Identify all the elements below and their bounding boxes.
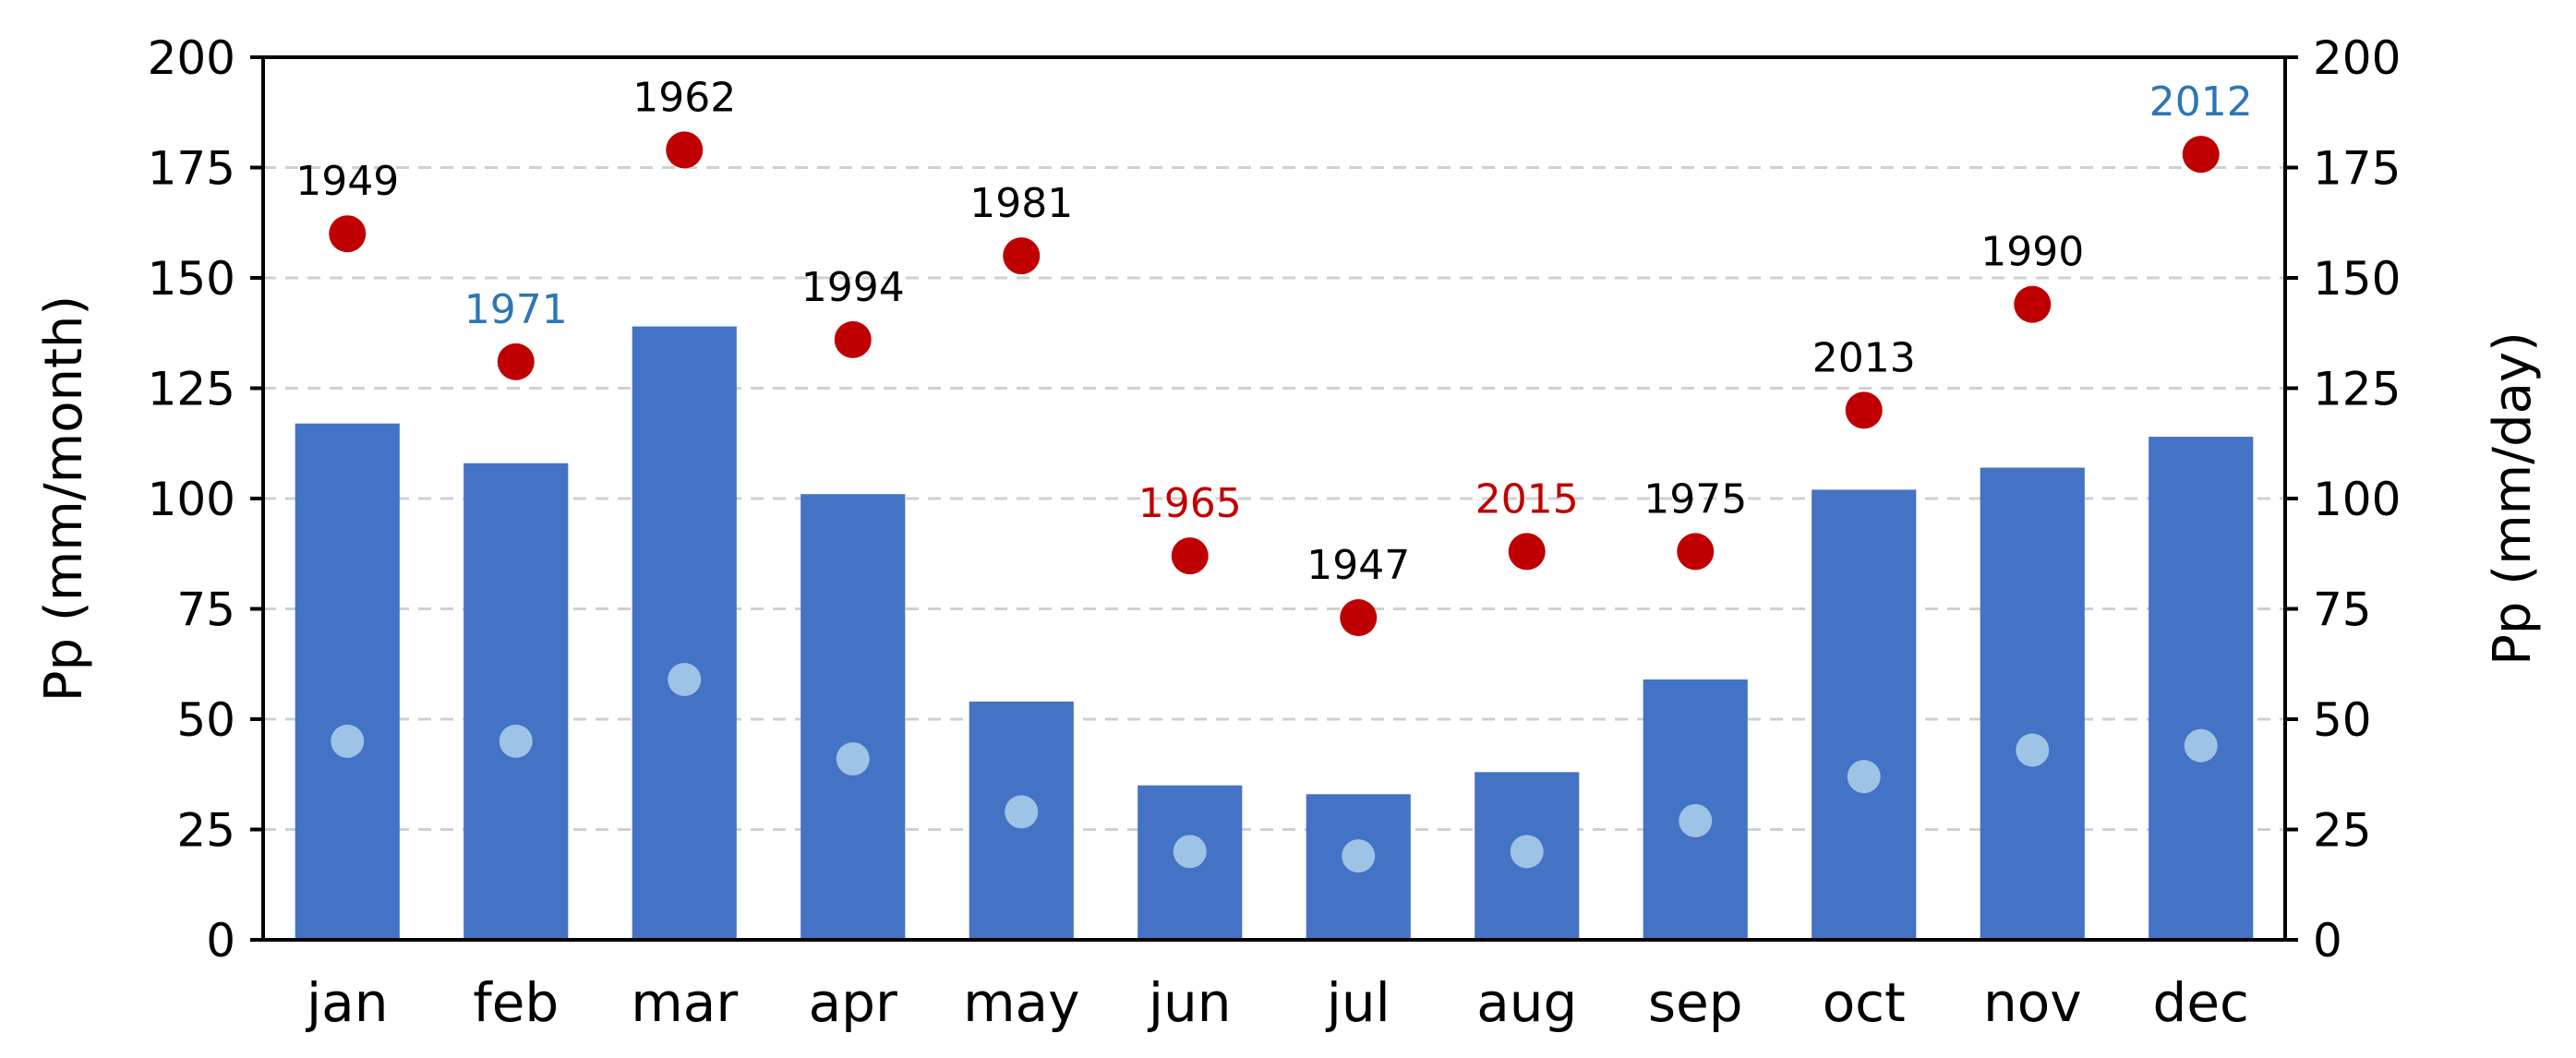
year-label-apr: 1994 <box>801 264 905 311</box>
category-label-nov: nov <box>1983 971 2082 1034</box>
daily-point-dec <box>2184 728 2218 763</box>
year-label-may: 1981 <box>969 180 1073 227</box>
bar-mar <box>632 326 737 941</box>
max-point-apr <box>834 320 872 358</box>
max-point-nov <box>2014 285 2052 323</box>
category-label-jan: jan <box>305 971 388 1034</box>
year-label-nov: 1990 <box>1980 229 2084 276</box>
category-label-feb: feb <box>473 971 559 1034</box>
left-tick-label: 75 <box>176 583 235 637</box>
year-label-jul: 1947 <box>1306 542 1410 589</box>
max-point-feb <box>497 343 535 380</box>
left-axis-title: Pp (mm/month) <box>34 295 94 703</box>
daily-point-jul <box>1342 839 1376 873</box>
year-label-dec: 2012 <box>2149 78 2253 126</box>
daily-point-aug <box>1510 835 1544 869</box>
max-point-may <box>1003 237 1041 275</box>
year-label-jan: 1949 <box>295 158 399 205</box>
daily-point-nov <box>2016 733 2050 767</box>
bar-jan <box>295 423 400 940</box>
category-label-sep: sep <box>1648 971 1743 1034</box>
category-label-mar: mar <box>631 971 738 1034</box>
right-axis-ticks: 0 25 50 75 100 125 150 175 200 <box>2285 31 2401 968</box>
max-point-mar <box>666 131 704 169</box>
right-tick-label: 0 <box>2313 914 2342 968</box>
category-label-oct: oct <box>1823 971 1906 1034</box>
right-tick-label: 50 <box>2313 693 2372 747</box>
max-point-oct <box>1845 391 1883 429</box>
bar-apr <box>800 494 906 940</box>
left-tick-label: 175 <box>148 142 235 196</box>
year-label-feb: 1971 <box>464 286 568 333</box>
right-tick-label: 100 <box>2313 473 2401 526</box>
category-label-jun: jun <box>1147 971 1232 1034</box>
left-tick-label: 50 <box>176 693 235 747</box>
year-label-mar: 1962 <box>632 74 736 121</box>
year-label-oct: 2013 <box>1812 334 1916 381</box>
daily-point-sep <box>1679 803 1713 837</box>
daily-point-jan <box>331 724 365 758</box>
max-point-sep <box>1677 533 1715 571</box>
daily-point-apr <box>836 742 870 776</box>
bar-oct <box>1812 489 1917 940</box>
right-tick-label: 75 <box>2313 583 2372 637</box>
right-tick-label: 150 <box>2313 252 2401 306</box>
right-tick-label: 125 <box>2313 363 2401 416</box>
category-label-dec: dec <box>2153 971 2249 1034</box>
left-tick-label: 150 <box>148 252 235 306</box>
bar-nov <box>1980 467 2085 940</box>
right-tick-label: 25 <box>2313 804 2372 858</box>
gridlines <box>263 166 2285 831</box>
category-label-may: may <box>963 971 1079 1034</box>
daily-point-feb <box>499 724 533 758</box>
monthly-bars <box>295 326 2254 941</box>
category-label-jul: jul <box>1325 971 1390 1034</box>
year-label-jun: 1965 <box>1138 480 1242 527</box>
daily-point-oct <box>1847 760 1881 794</box>
daily-point-may <box>1005 795 1039 829</box>
bar-dec <box>2149 437 2254 941</box>
year-label-aug: 2015 <box>1475 475 1579 523</box>
bar-feb <box>463 463 569 940</box>
right-tick-label: 175 <box>2313 142 2401 196</box>
left-axis-ticks: 0 25 50 75 100 125 150 175 200 <box>148 31 263 968</box>
left-tick-label: 100 <box>148 473 235 526</box>
category-labels: jan feb mar apr may jun jul aug sep oct nov dec <box>305 971 2249 1034</box>
left-tick-label: 125 <box>148 363 235 416</box>
right-tick-label: 200 <box>2313 31 2401 85</box>
max-point-dec <box>2182 136 2220 174</box>
left-tick-label: 200 <box>148 31 235 85</box>
category-label-apr: apr <box>809 971 897 1034</box>
left-tick-label: 25 <box>176 804 235 858</box>
max-point-jul <box>1340 599 1378 637</box>
category-label-aug: aug <box>1476 971 1577 1034</box>
maximum-points <box>329 131 2220 637</box>
daily-point-mar <box>668 662 702 696</box>
daily-points <box>331 662 2218 873</box>
year-labels: 1949 1971 1962 1994 1981 1965 1947 2015 1975 2013… <box>295 74 2252 589</box>
max-point-aug <box>1508 533 1546 571</box>
year-label-sep: 1975 <box>1643 475 1747 523</box>
max-point-jan <box>329 215 367 253</box>
max-point-jun <box>1171 537 1209 575</box>
left-tick-label: 0 <box>206 914 235 968</box>
right-axis-title: Pp (mm/day) <box>2483 331 2543 666</box>
daily-point-jun <box>1173 835 1207 869</box>
